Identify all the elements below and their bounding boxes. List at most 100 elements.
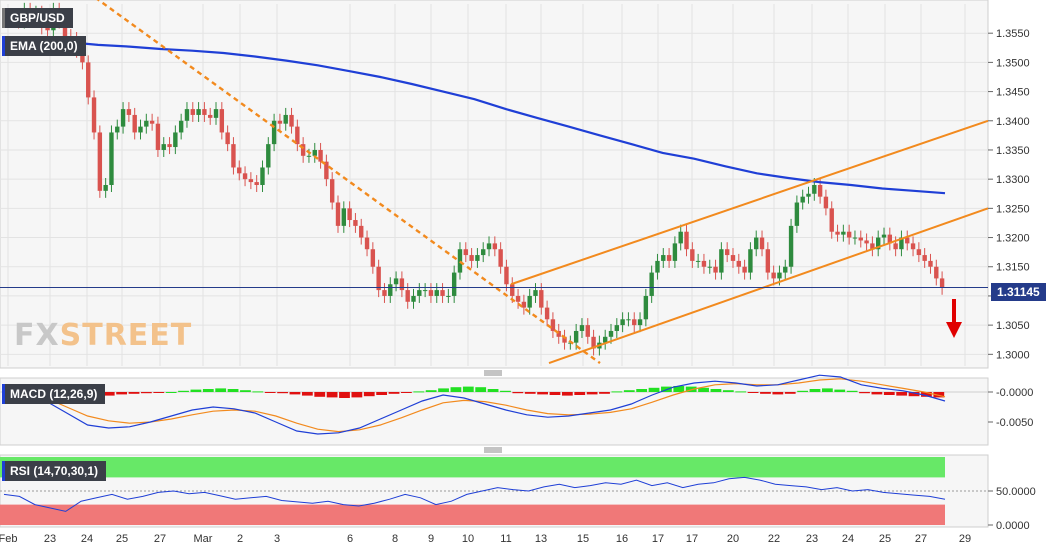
ema-label[interactable]: EMA (200,0)	[2, 36, 86, 56]
candle-body	[388, 284, 393, 296]
macd-histogram-bar	[240, 390, 251, 392]
macd-histogram-bar	[202, 389, 214, 392]
candle-body	[132, 114, 137, 133]
macd-histogram-bar	[537, 392, 548, 395]
x-tick-label: 25	[879, 533, 891, 545]
macd-histogram-bar	[809, 389, 821, 392]
candle-body	[794, 202, 800, 226]
candle-body	[695, 260, 701, 262]
candle-body	[422, 290, 428, 292]
macd-histogram-bar	[561, 392, 573, 396]
candle-body	[469, 255, 474, 261]
y-tick-label: 1.3550	[996, 28, 1030, 40]
chart-overlays	[0, 0, 989, 365]
candle-body	[916, 249, 922, 256]
candle-body	[672, 243, 678, 261]
x-tick-label: 2	[237, 533, 243, 545]
candle-body	[324, 161, 329, 180]
macd-histogram-bar	[735, 391, 747, 393]
candle-body	[666, 255, 672, 261]
last-price-tag: 1.31145	[991, 283, 1046, 301]
candle-body	[864, 240, 869, 244]
macd-label[interactable]: MACD (12,26,9)	[2, 384, 106, 404]
symbol-label[interactable]: GBP/USD	[2, 8, 73, 28]
y-tick-label: 1.3500	[996, 57, 1030, 69]
candle-body	[219, 109, 225, 133]
candle-body	[887, 234, 893, 244]
candle-body	[376, 266, 381, 291]
candle-body	[562, 336, 567, 343]
candle-body	[173, 132, 178, 148]
candle-body	[213, 109, 219, 118]
candle-body	[312, 149, 317, 156]
macd-histogram-bar	[586, 392, 598, 395]
candle-body	[277, 120, 283, 124]
macd-histogram-bar	[103, 392, 115, 396]
candle-body	[905, 237, 910, 244]
logo-street: STREET	[59, 318, 193, 353]
candle-body	[80, 50, 85, 63]
macd-histogram-bar	[363, 392, 375, 397]
candle-body	[806, 193, 811, 197]
candle-body	[97, 132, 103, 191]
rsi-line	[3, 476, 946, 512]
y-tick-label: 1.3350	[996, 145, 1030, 157]
macd-histogram-bar	[611, 391, 623, 393]
candle-body	[870, 243, 875, 250]
candle-body	[45, 27, 50, 31]
macd-histogram-bar	[760, 392, 771, 394]
rsi-label[interactable]: RSI (14,70,30,1)	[2, 461, 107, 481]
y-tick-label: 1.3050	[996, 320, 1030, 332]
macd-histogram-bar	[784, 392, 796, 394]
macd-histogram-bar	[153, 392, 165, 393]
candle-body	[167, 144, 172, 148]
macd-histogram-bar	[215, 388, 227, 392]
macd-histogram-bar	[648, 387, 660, 392]
candle-body	[341, 208, 347, 226]
candle-body	[614, 325, 620, 331]
splitter-handle-2[interactable]	[484, 447, 502, 453]
candle-body	[556, 330, 561, 337]
candle-body	[457, 249, 463, 273]
macd-histogram-bar	[227, 389, 239, 392]
macd-histogram-bar	[301, 392, 313, 396]
x-tick-label: 10	[462, 533, 474, 545]
candle-body	[481, 249, 486, 256]
y-axis-labels: 1.3550 1.3500 1.3450 1.3400 1.3350 1.3300 1.32…	[988, 28, 1036, 532]
candle-body	[196, 109, 201, 115]
candle-body	[655, 260, 660, 273]
candle-body	[271, 120, 277, 145]
candle-body	[620, 319, 625, 326]
splitter-handle-1[interactable]	[484, 370, 502, 376]
macd-histogram-bar	[747, 392, 759, 393]
candle-body	[370, 249, 376, 267]
candle-body	[184, 109, 190, 121]
candle-body	[800, 196, 805, 203]
candle-body	[178, 120, 184, 133]
candlestick-series	[4, 2, 945, 356]
symbol-text: GBP/USD	[10, 11, 65, 25]
macd-histogram-bar	[797, 390, 809, 392]
candle-body	[579, 325, 585, 331]
candle-body	[237, 167, 242, 174]
macd-histogram-bar	[252, 391, 264, 393]
candle-body	[260, 167, 265, 185]
candle-body	[858, 237, 863, 241]
macd-histogram-bar	[883, 392, 895, 395]
y-tick-label: 1.3300	[996, 174, 1030, 186]
macd-histogram-bar	[549, 392, 561, 395]
x-tick-label: 9	[428, 533, 434, 545]
candle-body	[161, 144, 166, 150]
candle-body	[544, 307, 550, 320]
candle-body	[405, 290, 410, 302]
candle-body	[881, 234, 887, 238]
macd-histogram-bar	[859, 392, 870, 394]
rsi-label-text: RSI (14,70,30,1)	[10, 464, 99, 478]
macd-line	[3, 374, 946, 435]
macd-histogram-bar	[500, 390, 511, 392]
candle-body	[719, 249, 724, 273]
x-tick-label: 17	[652, 533, 664, 545]
candle-body	[411, 295, 416, 302]
candle-body	[364, 237, 370, 250]
candle-body	[637, 319, 643, 326]
